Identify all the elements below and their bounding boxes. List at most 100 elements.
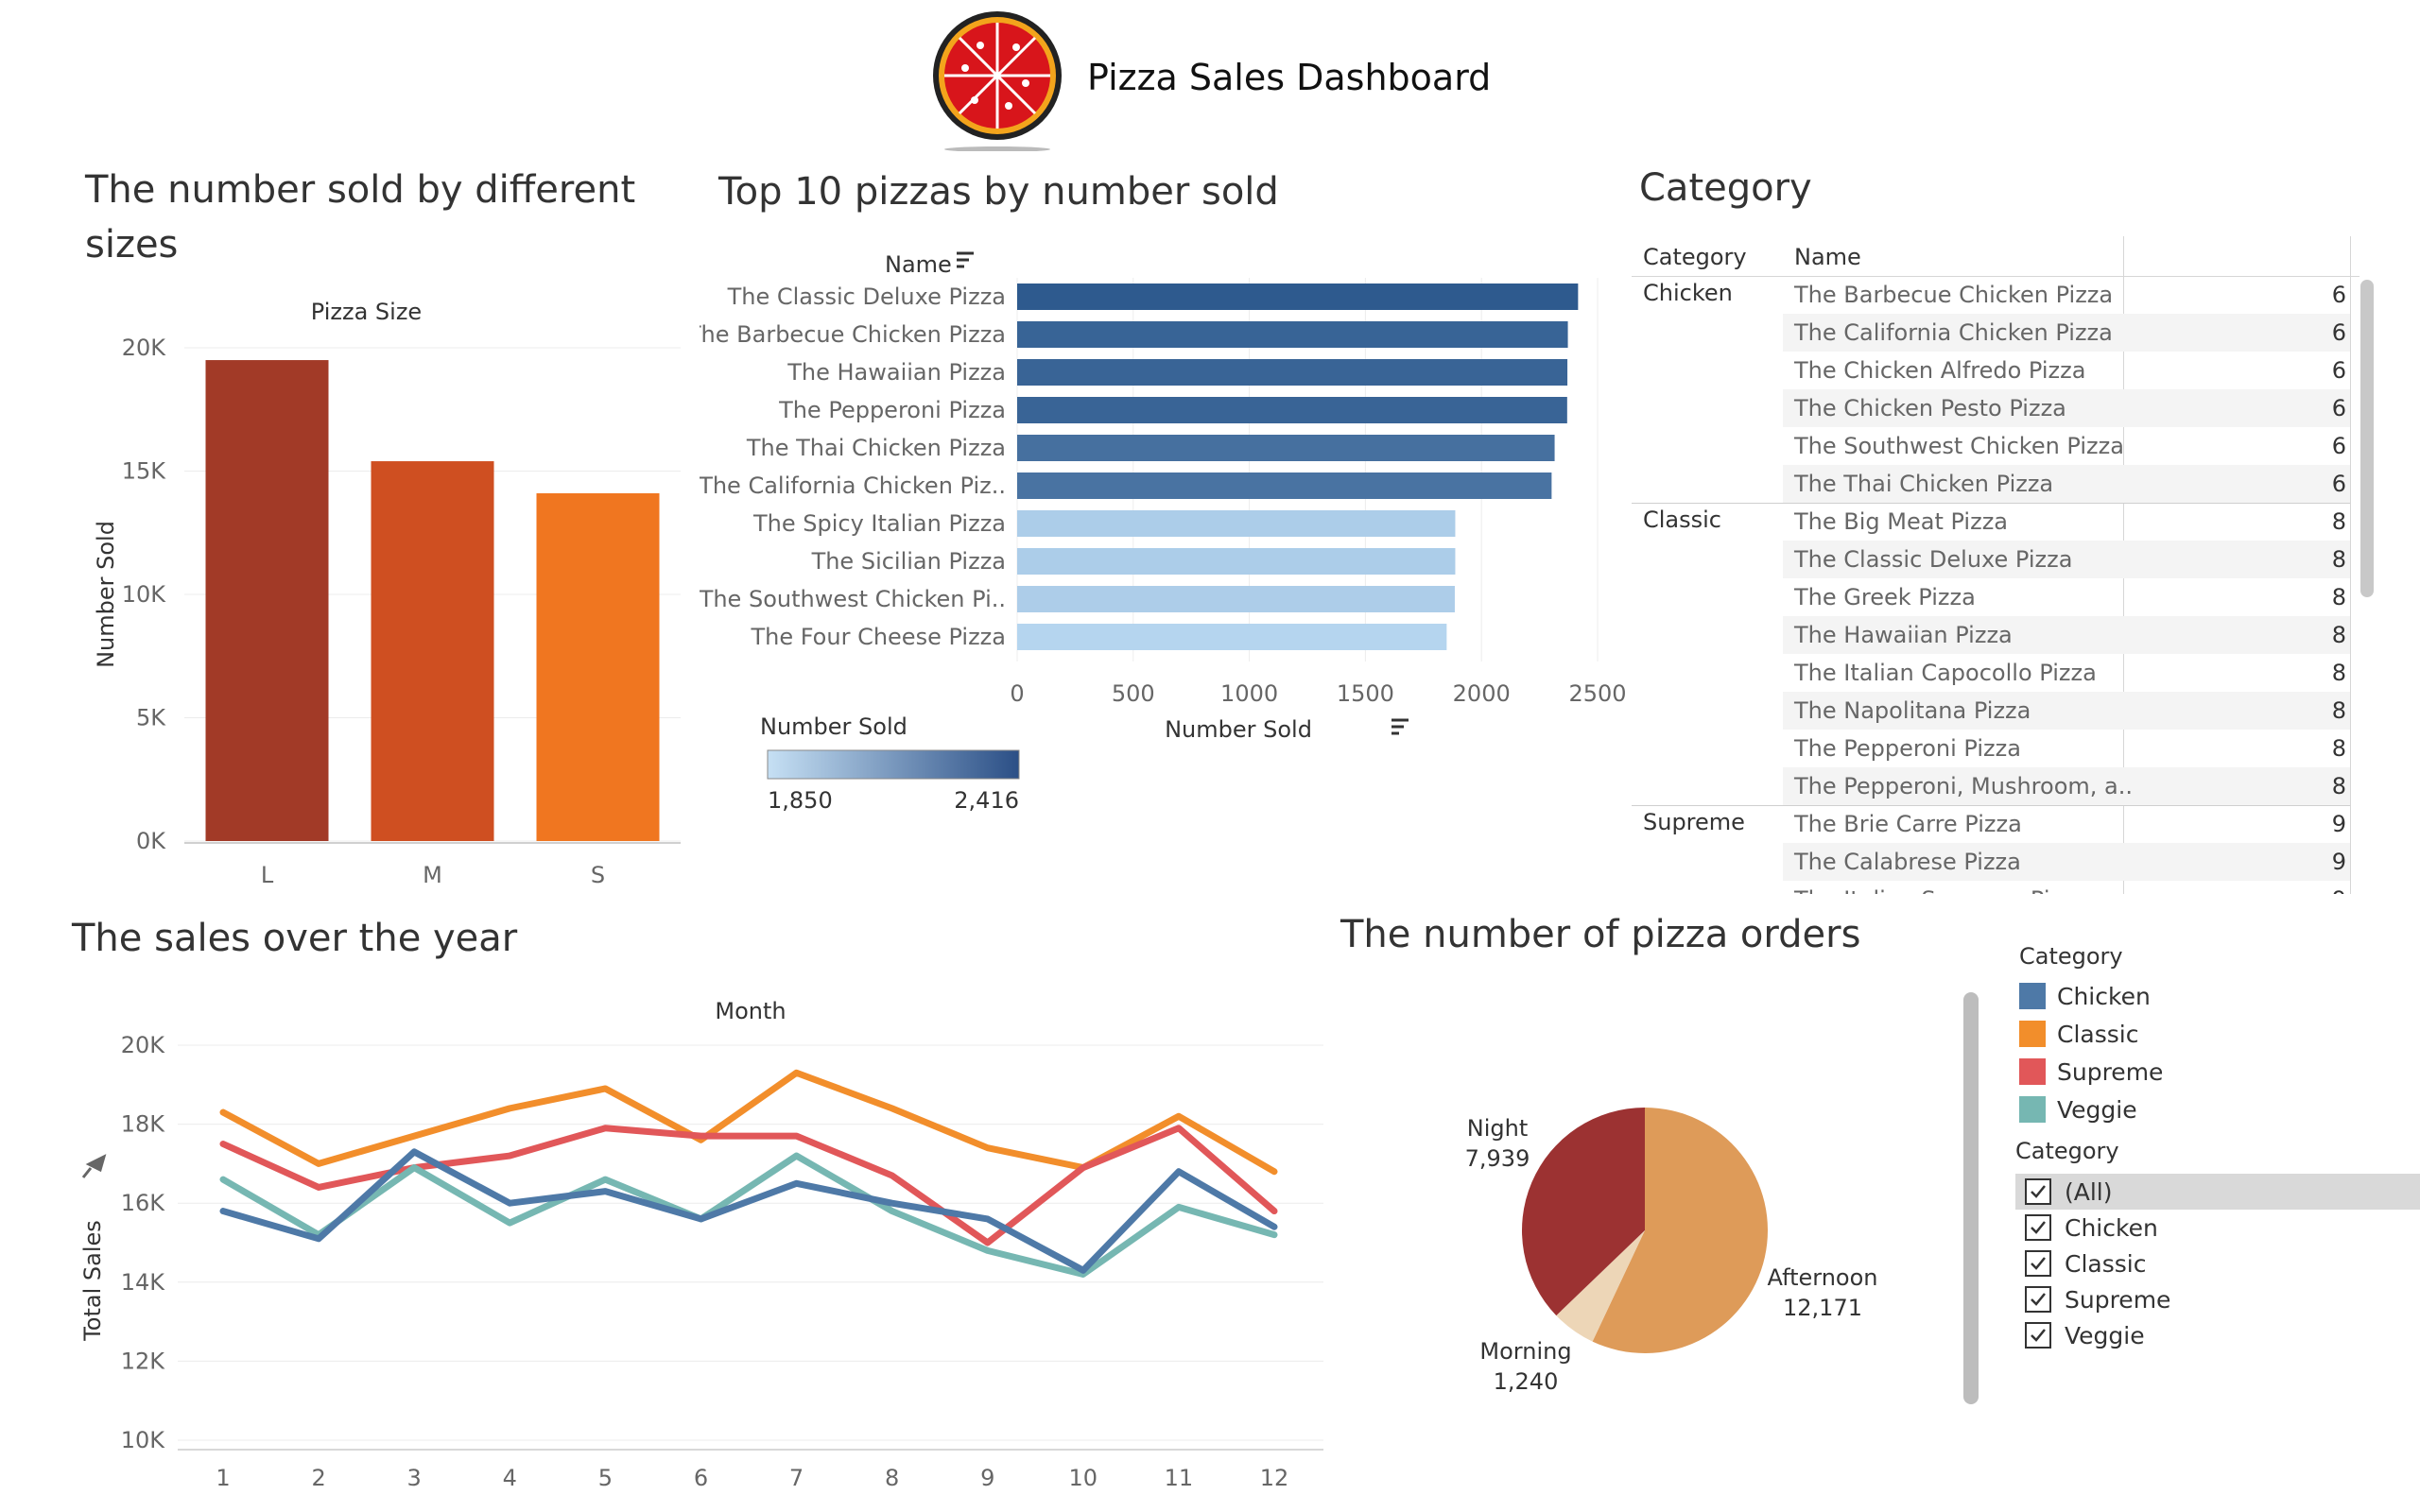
table-name-cell: The Italian Capocollo Pizza (1794, 660, 2097, 686)
legend-item-classic[interactable]: Classic (2019, 1015, 2163, 1053)
legend-item-chicken[interactable]: Chicken (2019, 977, 2163, 1015)
checkbox[interactable] (2025, 1286, 2051, 1313)
table-row: The Italian Supreme Pizza 9 (1783, 881, 2350, 894)
table-header: Category Name (1632, 236, 2360, 277)
size-bar-M (371, 461, 494, 841)
pie-label: Morning (1479, 1338, 1571, 1365)
table-name-cell: The Chicken Alfredo Pizza (1794, 357, 2086, 384)
top10-bar (1017, 284, 1579, 310)
y-tick-label: 16K (121, 1190, 166, 1216)
x-tick-label: 7 (789, 1465, 804, 1491)
check-icon (2031, 1221, 2046, 1234)
filter-option-label: (All) (2065, 1177, 2113, 1206)
table-row: The Calabrese Pizza 9 (1783, 843, 2350, 881)
table-category-cell: Supreme (1643, 809, 1745, 835)
bar-label: The Southwest Chicken Pi.. (700, 586, 1006, 612)
table-name-cell: The Pepperoni Pizza (1794, 735, 2021, 762)
sort-icon (957, 251, 974, 268)
table-name-cell: The Italian Supreme Pizza (1794, 886, 2087, 894)
checkbox[interactable] (2025, 1178, 2051, 1205)
pizza-logo (931, 9, 1063, 152)
category-filter: Category (All) Chicken Classic Supreme Veggi… (2015, 1138, 2420, 1353)
filter-option-veggie[interactable]: Veggie (2015, 1317, 2420, 1353)
bar-label: The Sicilian Pizza (811, 548, 1006, 575)
x-tick-label: 5 (598, 1465, 613, 1491)
checkbox[interactable] (2025, 1322, 2051, 1349)
table-value-cell: 8 (2331, 584, 2346, 610)
filter-option-supreme[interactable]: Supreme (2015, 1281, 2420, 1317)
checkbox[interactable] (2025, 1250, 2051, 1277)
x-tick-label: 2500 (1568, 680, 1626, 707)
filter-option-label: Classic (2065, 1249, 2147, 1278)
table-value-cell: 6 (2331, 395, 2346, 421)
x-tick-label: 1000 (1220, 680, 1278, 707)
y-tick-label: 0K (136, 828, 166, 854)
y-tick-label: 20K (122, 335, 167, 361)
filter-option-all[interactable]: (All) (2015, 1174, 2420, 1210)
bar-label: The Thai Chicken Pizza (746, 435, 1006, 461)
table-row: The Classic Deluxe Pizza 8 (1783, 541, 2350, 578)
x-tick-label: L (261, 862, 274, 888)
table-name-cell: The Classic Deluxe Pizza (1794, 546, 2073, 573)
table-row: The Brie Carre Pizza 9 (1783, 805, 2350, 843)
bar-label: The Spicy Italian Pizza (752, 510, 1006, 537)
table-name-cell: The Napolitana Pizza (1794, 697, 2031, 724)
checkbox[interactable] (2025, 1214, 2051, 1241)
x-tick-label: 4 (503, 1465, 517, 1491)
table-row: The Southwest Chicken Pizza 6 (1783, 427, 2350, 465)
bar-label: The Barbecue Chicken Pizza (700, 321, 1006, 348)
table-name-cell: The California Chicken Pizza (1794, 319, 2113, 346)
table-value-cell: 8 (2331, 660, 2346, 686)
bar-label: The California Chicken Piz.. (700, 472, 1006, 499)
top10-panel-title: Top 10 pizzas by number sold (718, 170, 1279, 214)
legend-label: Veggie (2057, 1095, 2137, 1124)
legend-title: Category (2019, 943, 2123, 970)
sales-panel-title: The sales over the year (72, 917, 518, 960)
color-legend-max: 2,416 (954, 787, 1019, 814)
legend-item-veggie[interactable]: Veggie (2019, 1091, 2163, 1128)
x-tick-label: M (423, 862, 442, 888)
dashboard-title: Pizza Sales Dashboard (1087, 57, 1492, 98)
table-name-cell: The Pepperoni, Mushroom, a.. (1794, 773, 2133, 799)
pin-icon (81, 1154, 107, 1178)
filter-title: Category (2015, 1138, 2119, 1164)
x-tick-label: 1 (216, 1465, 230, 1491)
legend-item-supreme[interactable]: Supreme (2019, 1053, 2163, 1091)
x-tick-label: 500 (1112, 680, 1155, 707)
check-icon (2031, 1293, 2046, 1306)
x-tick-label: 8 (885, 1465, 899, 1491)
table-row: The Chicken Alfredo Pizza 6 (1783, 352, 2350, 389)
table-value-cell: 8 (2331, 508, 2346, 535)
table-value-cell: 9 (2332, 886, 2346, 894)
bar-label: The Four Cheese Pizza (750, 624, 1006, 650)
table-row: The Pepperoni Pizza 8 (1783, 730, 2350, 767)
pie-value-label: 12,171 (1783, 1295, 1862, 1321)
group-divider (1632, 805, 2350, 806)
table-row: The Napolitana Pizza 8 (1783, 692, 2350, 730)
table-row: The Big Meat Pizza 8 (1783, 503, 2350, 541)
line-chart-header: Month (715, 998, 786, 1024)
filter-option-classic[interactable]: Classic (2015, 1246, 2420, 1281)
top10-bar (1017, 472, 1552, 499)
series-line-supreme (219, 1125, 1278, 1246)
table-row: The Chicken Pesto Pizza 6 (1783, 389, 2350, 427)
y-tick-label: 5K (136, 705, 166, 731)
check-icon (2031, 1185, 2046, 1198)
y-header-name: Name (885, 251, 952, 278)
table-value-cell: 8 (2331, 546, 2346, 573)
size-chart-header: Pizza Size (311, 299, 422, 325)
table-value-cell: 8 (2331, 697, 2346, 724)
table-value-cell: 8 (2331, 773, 2346, 799)
top10-bar (1017, 321, 1568, 348)
top10-bar (1017, 359, 1568, 386)
filter-option-chicken[interactable]: Chicken (2015, 1210, 2420, 1246)
legend-scrollbar[interactable] (1963, 992, 1979, 1404)
filter-option-label: Veggie (2065, 1321, 2145, 1349)
table-name-cell: The Thai Chicken Pizza (1794, 471, 2054, 497)
table-scrollbar[interactable] (2360, 280, 2374, 597)
table-name-cell: The Greek Pizza (1794, 584, 1976, 610)
legend-label: Classic (2057, 1020, 2139, 1048)
bar-label: The Classic Deluxe Pizza (727, 284, 1006, 310)
color-legend-ramp (767, 749, 1020, 780)
